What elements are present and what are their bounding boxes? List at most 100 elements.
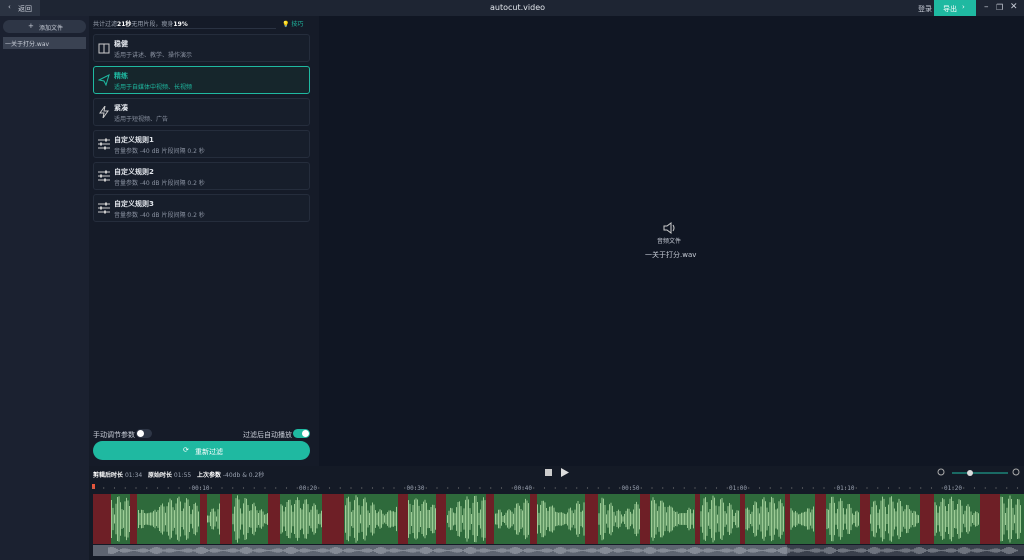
back-button[interactable]: ‹ 返回 bbox=[0, 0, 40, 16]
ruler-dot bbox=[608, 487, 610, 489]
preset-card[interactable]: 稳健 适用于讲述、教学、操作演示 bbox=[93, 34, 310, 62]
ruler-dot bbox=[791, 487, 793, 489]
restore[interactable]: ❐ bbox=[996, 3, 1004, 12]
cut-region bbox=[268, 494, 280, 544]
ruler-dot bbox=[425, 487, 427, 489]
file-item[interactable]: 一关于打分.wav bbox=[3, 37, 86, 49]
ruler-dot bbox=[371, 487, 374, 489]
stop-button[interactable] bbox=[545, 469, 552, 476]
ruler-dot bbox=[490, 487, 492, 489]
cut-region bbox=[486, 494, 494, 544]
info-value: 01:55 bbox=[173, 472, 192, 479]
close[interactable]: ✕ bbox=[1010, 2, 1018, 12]
zoom-slider[interactable] bbox=[936, 467, 1024, 479]
ruler-label: 01:10 bbox=[836, 485, 854, 492]
ruler-dot bbox=[533, 487, 535, 489]
preset-name: 稳健 bbox=[114, 40, 128, 48]
cut-region bbox=[200, 494, 207, 544]
ruler-dot bbox=[232, 487, 234, 489]
ruler-dot bbox=[221, 487, 223, 489]
preset-card[interactable]: 自定义规则1 音量参数 -40 dB 片段间隔 0.2 秒 bbox=[93, 130, 310, 158]
refilter-button[interactable]: ⟳ 重新过滤 bbox=[93, 441, 310, 460]
ruler-dot bbox=[361, 487, 363, 489]
minimize[interactable]: – bbox=[984, 2, 989, 12]
export-label: 导出 bbox=[943, 5, 957, 13]
cut-region bbox=[785, 494, 790, 544]
ruler-dot bbox=[758, 487, 761, 489]
ruler-dot bbox=[350, 487, 352, 489]
preset-desc: 音量参数 -40 dB 片段间隔 0.2 秒 bbox=[114, 148, 205, 155]
info-label: 剪辑后时长 bbox=[93, 472, 124, 479]
ruler-dot bbox=[823, 487, 825, 489]
ruler-dot bbox=[393, 487, 395, 489]
ruler-dot bbox=[554, 487, 556, 489]
ruler-label: 01:00 bbox=[729, 485, 747, 492]
ruler-dot bbox=[113, 487, 116, 489]
ruler-label: 00:30 bbox=[406, 485, 424, 492]
file-name: 一关于打分.wav bbox=[5, 41, 50, 48]
preset-name: 自定义规则1 bbox=[114, 136, 154, 144]
ruler-dot bbox=[887, 487, 890, 489]
ruler-dot bbox=[597, 487, 599, 489]
ruler-dot bbox=[576, 487, 578, 489]
ruler-dot bbox=[930, 487, 933, 489]
export-button[interactable]: 导出 › bbox=[934, 0, 976, 16]
cut-region bbox=[695, 494, 700, 544]
preset-icon bbox=[98, 202, 110, 214]
ruler-dot bbox=[318, 487, 320, 489]
preset-card[interactable]: 紧凑 适用于短视频、广告 bbox=[93, 98, 310, 126]
preset-card[interactable]: 自定义规则2 音量参数 -40 dB 片段间隔 0.2 秒 bbox=[93, 162, 310, 190]
ruler-dot bbox=[156, 487, 159, 489]
ruler-dot bbox=[178, 487, 180, 489]
cut-region bbox=[93, 494, 111, 544]
ruler-dot bbox=[328, 487, 331, 489]
preset-desc: 适用于短视频、广告 bbox=[114, 116, 169, 123]
cut-region bbox=[920, 494, 934, 544]
ruler-dot bbox=[909, 487, 911, 489]
preset-icon bbox=[98, 138, 110, 150]
cut-region bbox=[980, 494, 1000, 544]
summary-seconds: 21秒 bbox=[117, 21, 132, 28]
tips-button[interactable]: 💡 技巧 bbox=[282, 21, 304, 28]
info-label: 上次参数 bbox=[196, 472, 221, 479]
ruler-dot bbox=[264, 487, 266, 489]
autoplay-toggle[interactable] bbox=[293, 429, 310, 438]
ruler-label: 00:20 bbox=[299, 485, 317, 492]
ruler-dot bbox=[382, 487, 384, 489]
preset-card[interactable]: 自定义规则3 音量参数 -40 dB 片段间隔 0.2 秒 bbox=[93, 194, 310, 222]
ruler-label: 01:20 bbox=[944, 485, 962, 492]
ruler-dot bbox=[146, 487, 148, 489]
ruler-dot bbox=[436, 487, 438, 489]
ruler-dot bbox=[210, 487, 212, 489]
info-value: -40db & 0.2秒 bbox=[222, 472, 265, 479]
ruler-dot bbox=[468, 487, 470, 489]
ruler-dot bbox=[92, 487, 94, 489]
preset-icon bbox=[99, 106, 109, 118]
manual-toggle[interactable] bbox=[136, 429, 152, 438]
refilter-label: 重新过滤 bbox=[195, 448, 223, 456]
ruler-dot bbox=[812, 487, 814, 489]
ruler-dot bbox=[694, 487, 696, 489]
preset-card[interactable]: 精练 适用于自媒体中视频、长视频 bbox=[93, 66, 310, 94]
cut-region bbox=[860, 494, 870, 544]
top-bar: ‹ 返回 autocut.video 登录 导出 › – ❐ ✕ bbox=[0, 0, 1024, 16]
preset-icon bbox=[98, 170, 110, 182]
ruler-dot bbox=[565, 487, 567, 489]
ruler-dot bbox=[973, 487, 976, 489]
ruler-dot bbox=[834, 487, 836, 489]
ruler-dot bbox=[339, 487, 341, 489]
ruler-dot bbox=[877, 487, 879, 489]
play-button[interactable] bbox=[560, 467, 570, 478]
playhead bbox=[92, 484, 95, 489]
add-file-button[interactable]: + 添加文件 bbox=[3, 20, 86, 33]
preset-desc: 音量参数 -40 dB 片段间隔 0.2 秒 bbox=[114, 180, 205, 187]
ruler-label: 00:40 bbox=[514, 485, 532, 492]
sidebar: + 添加文件 一关于打分.wav bbox=[0, 16, 89, 560]
ruler-dot bbox=[619, 487, 621, 489]
login[interactable]: 登录 bbox=[918, 5, 932, 13]
ruler-dot bbox=[844, 487, 847, 489]
ruler-dot bbox=[124, 487, 126, 489]
summary-percent: 19% bbox=[173, 21, 188, 28]
ruler-dot bbox=[780, 487, 782, 489]
ruler-dot bbox=[866, 487, 868, 489]
